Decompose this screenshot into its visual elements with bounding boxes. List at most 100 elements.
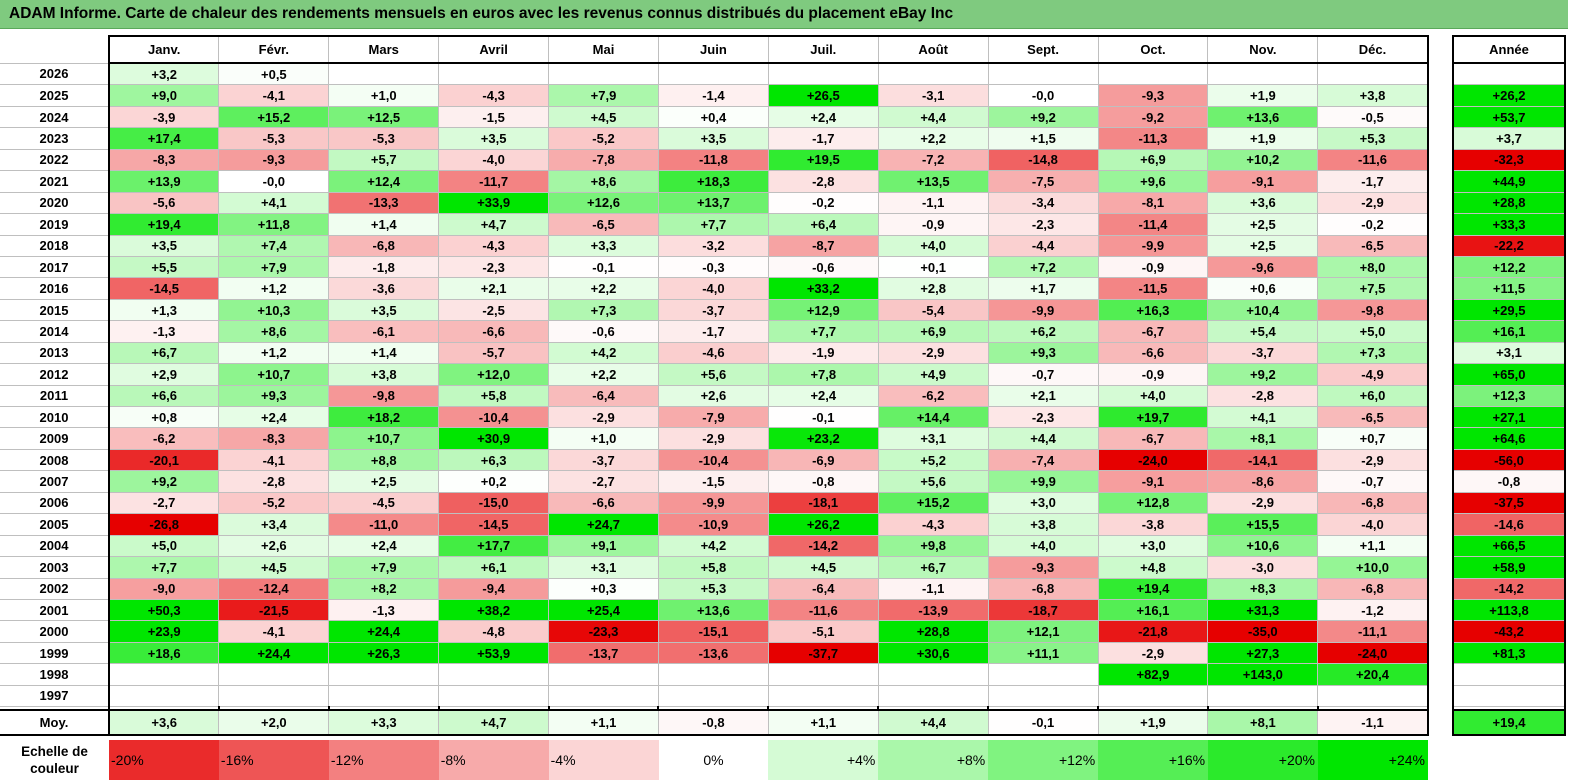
heatmap-cell: +1,7 bbox=[987, 277, 1099, 300]
heatmap-cell: -5,3 bbox=[218, 127, 330, 150]
heatmap-cell: +18,6 bbox=[108, 641, 220, 665]
heatmap-cell: +0,3 bbox=[548, 577, 659, 600]
heatmap-cell: -24,0 bbox=[1097, 448, 1209, 472]
heatmap-cell: -7,8 bbox=[548, 148, 659, 172]
average-cell: +1,1 bbox=[767, 709, 879, 737]
heatmap-cell: +6,2 bbox=[987, 320, 1099, 343]
heatmap-cell: -3,9 bbox=[108, 105, 220, 129]
month-header-1: Janv. bbox=[108, 35, 220, 64]
heatmap-cell: +24,4 bbox=[328, 620, 440, 643]
heatmap-cell: -3,2 bbox=[657, 234, 769, 257]
heatmap-cell: +1,0 bbox=[548, 427, 659, 450]
heatmap-cell: -1,2 bbox=[1317, 598, 1429, 622]
month-header-2: Févr. bbox=[218, 35, 330, 64]
year-label: 2016 bbox=[0, 277, 110, 300]
heatmap-cell: +53,9 bbox=[438, 641, 550, 665]
heatmap-cell: -7,9 bbox=[657, 405, 769, 429]
heatmap-cell: +27,3 bbox=[1207, 641, 1319, 665]
heatmap-cell: -10,4 bbox=[438, 405, 550, 429]
annual-cell: +66,5 bbox=[1452, 534, 1566, 558]
heatmap-cell: -2,3 bbox=[987, 213, 1099, 236]
heatmap-cell: +9,1 bbox=[548, 534, 659, 558]
heatmap-cell: -1,5 bbox=[438, 105, 550, 129]
year-row-2019: 2019 +19,4 +11,8 +1,4 +4,7 -6,5 +7,7 +6,4 -0,9 -2… bbox=[0, 213, 1429, 236]
heatmap-cell: +5,6 bbox=[877, 470, 989, 493]
annual-cell bbox=[1452, 62, 1566, 86]
average-cell: +1,1 bbox=[548, 709, 659, 737]
heatmap-cell: -4,8 bbox=[438, 620, 550, 643]
heatmap-cell: -7,2 bbox=[877, 148, 989, 172]
heatmap-cell: -3,7 bbox=[1207, 341, 1319, 365]
heatmap-cell: +7,3 bbox=[1317, 341, 1429, 365]
heatmap-cell bbox=[548, 62, 659, 86]
heatmap-cell: +4,7 bbox=[438, 213, 550, 236]
heatmap-cell: -2,7 bbox=[548, 470, 659, 493]
heatmap-cell: -1,8 bbox=[328, 255, 440, 279]
heatmap-cell: -0,2 bbox=[1317, 213, 1429, 236]
color-scale-stop: -12% bbox=[328, 740, 439, 780]
heatmap-cell: +0,5 bbox=[218, 62, 330, 86]
year-row-2000: 2000 +23,9 -4,1 +24,4 -4,8 -23,3 -15,1 -5,1 +28,… bbox=[0, 620, 1429, 643]
heatmap-cell: -8,1 bbox=[1097, 191, 1209, 215]
heatmap-cell: -14,2 bbox=[767, 534, 879, 558]
heatmap-cell: -6,6 bbox=[548, 491, 659, 515]
heatmap-cell: +9,8 bbox=[877, 534, 989, 558]
heatmap-cell: +24,7 bbox=[548, 513, 659, 536]
heatmap-cell: -8,3 bbox=[218, 427, 330, 450]
heatmap-cell: -9,9 bbox=[657, 491, 769, 515]
heatmap-cell: -15,1 bbox=[657, 620, 769, 643]
year-label: 2005 bbox=[0, 513, 110, 536]
heatmap-cell bbox=[1317, 62, 1429, 86]
heatmap-cell: -7,5 bbox=[987, 170, 1099, 193]
heatmap-cell: -3,6 bbox=[328, 277, 440, 300]
heatmap-cell: +3,5 bbox=[657, 127, 769, 150]
year-row-2014: 2014 -1,3 +8,6 -6,1 -6,6 -0,6 -1,7 +7,7 +6,9 +6,2… bbox=[0, 320, 1429, 343]
color-scale-row: Echelle de couleur -20% -16% -12% -8% -4% 0% +4… bbox=[0, 740, 1428, 780]
heatmap-cell: -8,6 bbox=[1207, 470, 1319, 493]
heatmap-cell: +14,4 bbox=[877, 405, 989, 429]
color-scale-stop: -8% bbox=[438, 740, 549, 780]
heatmap-cell: +6,9 bbox=[1097, 148, 1209, 172]
average-cell: -0,1 bbox=[987, 709, 1099, 737]
annual-column-table: Année +26,2 +53,7 +3,7 -32,3 +44,9 +28,8 +33,3-… bbox=[1452, 35, 1566, 737]
heatmap-cell: -8,7 bbox=[767, 234, 879, 257]
heatmap-cell: +3,0 bbox=[1097, 534, 1209, 558]
heatmap-cell: +3,8 bbox=[328, 363, 440, 386]
heatmap-cell: -5,3 bbox=[328, 127, 440, 150]
heatmap-cell: -0,6 bbox=[767, 255, 879, 279]
heatmap-cell: +9,0 bbox=[108, 84, 220, 107]
heatmap-cell: +2,4 bbox=[328, 534, 440, 558]
average-cell: +2,0 bbox=[218, 709, 330, 737]
heatmap-cell bbox=[767, 684, 879, 708]
spacer-cell bbox=[1317, 706, 1429, 711]
heatmap-cell: +4,9 bbox=[877, 363, 989, 386]
heatmap-cell: +13,6 bbox=[1207, 105, 1319, 129]
heatmap-cell: +6,1 bbox=[438, 556, 550, 579]
heatmap-cell: +9,3 bbox=[218, 384, 330, 408]
heatmap-cell: -10,4 bbox=[657, 448, 769, 472]
spacer-cell bbox=[328, 706, 440, 711]
chart-title: ADAM Informe. Carte de chaleur des rende… bbox=[9, 5, 954, 22]
heatmap-cell: +30,6 bbox=[877, 641, 989, 665]
heatmap-cell: +12,8 bbox=[1097, 491, 1209, 515]
month-header-row: Janv. Févr. Mars Avril Mai Juin Juil. Août Sept.… bbox=[0, 35, 1429, 64]
heatmap-cell: +6,9 bbox=[877, 320, 989, 343]
title-bar: ADAM Informe. Carte de chaleur des rende… bbox=[0, 0, 1568, 29]
heatmap-cell: -9,2 bbox=[1097, 105, 1209, 129]
annual-row-2010: +27,1 bbox=[1452, 405, 1566, 429]
heatmap-cell: -3,8 bbox=[1097, 513, 1209, 536]
heatmap-cell: +9,2 bbox=[1207, 363, 1319, 386]
heatmap-cell: -14,1 bbox=[1207, 448, 1319, 472]
heatmap-cell: +9,3 bbox=[987, 341, 1099, 365]
heatmap-cell: -6,5 bbox=[1317, 234, 1429, 257]
color-scale-stop: +8% bbox=[878, 740, 989, 780]
annual-cell: -14,2 bbox=[1452, 577, 1566, 600]
annual-row-2021: +44,9 bbox=[1452, 170, 1566, 193]
heatmap-cell: -4,4 bbox=[987, 234, 1099, 257]
heatmap-cell: +13,5 bbox=[877, 170, 989, 193]
spacer-row bbox=[0, 706, 1429, 711]
spacer-cell bbox=[1452, 706, 1566, 711]
heatmap-cell: -4,0 bbox=[657, 277, 769, 300]
annual-header: Année bbox=[1452, 35, 1566, 64]
year-label: 2013 bbox=[0, 341, 110, 365]
